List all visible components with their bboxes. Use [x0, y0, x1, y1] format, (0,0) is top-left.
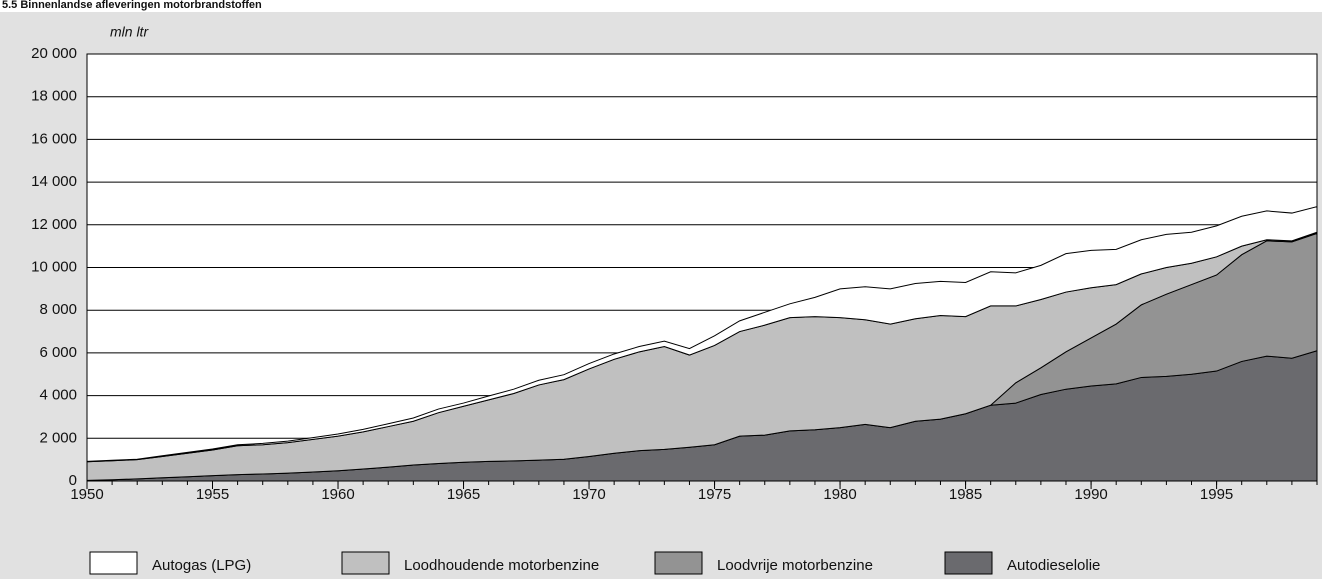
y-tick-label: 8 000: [39, 301, 77, 318]
y-tick-label: 14 000: [31, 173, 77, 190]
y-tick-label: 12 000: [31, 216, 77, 233]
area: [86, 206, 1318, 463]
x-tick-label: 1965: [447, 486, 480, 503]
legend-swatch: [654, 551, 703, 575]
y-tick-label: 10 000: [31, 258, 77, 275]
y-axis-label: mln ltr: [110, 24, 149, 40]
x-tick-label: 1955: [196, 486, 229, 503]
legend-swatch: [341, 551, 390, 575]
x-tick-label: 1975: [698, 486, 731, 503]
legend-label: Loodhoudende motorbenzine: [404, 557, 599, 574]
y-tick-label: 16 000: [31, 130, 77, 147]
y-tick-label: 20 000: [31, 45, 77, 62]
x-tick-label: 1950: [70, 486, 103, 503]
x-tick-label: 1970: [572, 486, 605, 503]
legend-swatch: [944, 551, 993, 575]
x-tick-label: 1980: [823, 486, 856, 503]
x-tick-label: 1990: [1074, 486, 1107, 503]
y-tick-label: 2 000: [39, 429, 77, 446]
x-tick-label: 1985: [949, 486, 982, 503]
x-tick-label: 1995: [1200, 486, 1233, 503]
legend-swatch: [89, 551, 138, 575]
legend-label: Autogas (LPG): [152, 557, 251, 574]
y-tick-label: 18 000: [31, 88, 77, 105]
y-tick-label: 4 000: [39, 387, 77, 404]
x-tick-label: 1960: [321, 486, 354, 503]
y-tick-label: 0: [69, 472, 77, 489]
chart-title: 5.5 Binnenlandse afleveringen motorbrand…: [2, 0, 262, 11]
y-tick-label: 6 000: [39, 344, 77, 361]
legend-label: Autodieselolie: [1007, 557, 1100, 574]
legend-label: Loodvrije motorbenzine: [717, 557, 873, 574]
